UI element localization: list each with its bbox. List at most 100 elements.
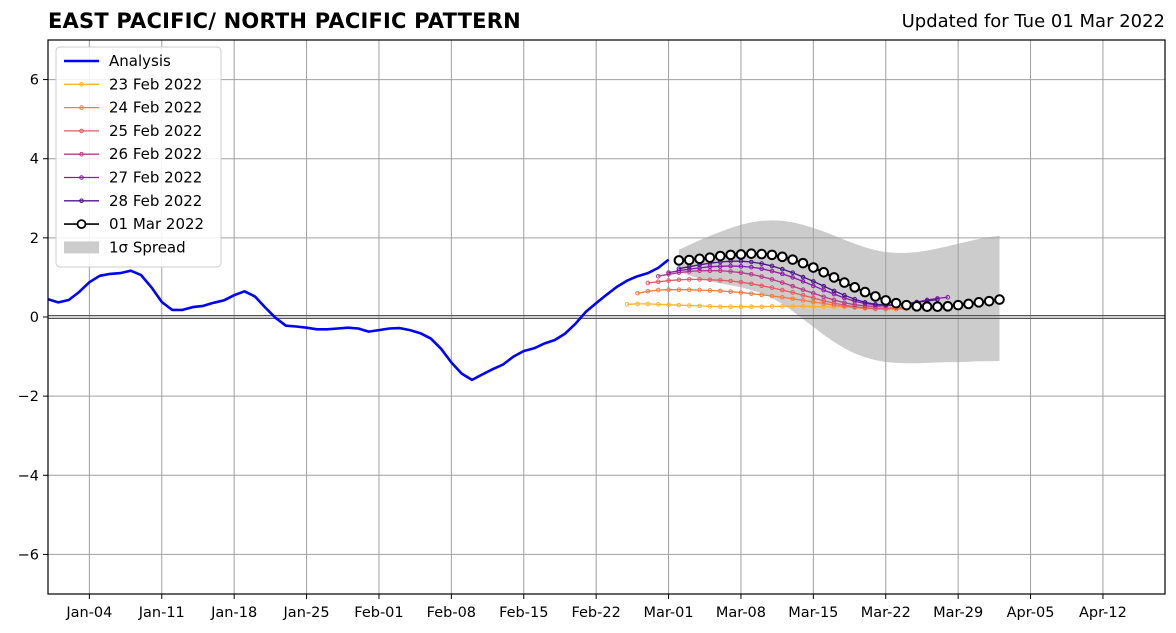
forecast-point bbox=[780, 287, 785, 293]
latest-forecast-point bbox=[901, 299, 912, 311]
forecast-point bbox=[811, 283, 816, 289]
forecast-point bbox=[842, 295, 847, 301]
forecast-point bbox=[686, 277, 692, 282]
x-tick-label: Feb-15 bbox=[499, 605, 548, 621]
forecast-point bbox=[759, 266, 764, 272]
legend-label: 27 Feb 2022 bbox=[109, 169, 202, 187]
forecast-point bbox=[821, 301, 826, 306]
chart-subtitle: Updated for Tue 01 Mar 2022 bbox=[901, 11, 1165, 32]
forecast-point bbox=[676, 268, 682, 274]
x-tick-label: Feb-22 bbox=[571, 605, 620, 621]
latest-forecast-point bbox=[818, 266, 829, 278]
forecast-point bbox=[790, 283, 795, 289]
legend-label: Analysis bbox=[109, 52, 171, 70]
forecast-point bbox=[738, 279, 744, 285]
forecast-point bbox=[811, 304, 816, 310]
tick-layer: Jan-04 Jan-11 Jan-18 Jan-25 Feb-01 Feb-08 Feb-… bbox=[18, 73, 1127, 621]
forecast-point bbox=[811, 279, 816, 284]
legend-label: 24 Feb 2022 bbox=[109, 99, 202, 117]
forecast-point bbox=[717, 268, 723, 274]
forecast-point bbox=[707, 277, 713, 283]
forecast-point bbox=[831, 288, 837, 294]
forecast-point bbox=[666, 278, 671, 283]
forecast-point bbox=[676, 277, 682, 283]
series-layer bbox=[47, 248, 1005, 382]
forecast-point bbox=[811, 290, 816, 296]
forecast-point bbox=[748, 281, 754, 287]
forecast-point bbox=[748, 304, 754, 310]
forecast-point bbox=[748, 259, 754, 265]
latest-forecast-point bbox=[952, 299, 964, 311]
latest-forecast-point bbox=[797, 257, 809, 269]
forecast-point bbox=[635, 290, 640, 296]
forecast-point bbox=[645, 301, 651, 307]
x-tick-label: Mar-22 bbox=[861, 605, 911, 621]
latest-forecast-point bbox=[725, 249, 736, 261]
forecast-point bbox=[759, 261, 764, 266]
x-tick-label: Jan-25 bbox=[283, 605, 330, 621]
latest-forecast-point bbox=[704, 252, 716, 263]
y-tick-label: 2 bbox=[30, 231, 39, 247]
forecast-point bbox=[759, 304, 764, 310]
forecast-point bbox=[686, 287, 692, 292]
legend-label: 01 Mar 2022 bbox=[109, 215, 204, 233]
forecast-point bbox=[655, 273, 661, 279]
forecast-point bbox=[707, 288, 713, 293]
forecast-point bbox=[635, 301, 640, 307]
forecast-point bbox=[728, 304, 733, 310]
forecast-point bbox=[666, 287, 671, 292]
x-tick-label: Jan-04 bbox=[65, 605, 112, 621]
forecast-point bbox=[697, 277, 702, 282]
legend-swatch-marker bbox=[76, 219, 87, 230]
latest-forecast-point bbox=[683, 254, 695, 266]
latest-forecast-point bbox=[932, 301, 943, 313]
forecast-point bbox=[717, 264, 723, 269]
forecast-point bbox=[759, 274, 764, 279]
latest-forecast-point bbox=[787, 254, 798, 265]
latest-forecast-point bbox=[942, 301, 954, 312]
forecast-point bbox=[717, 304, 723, 310]
forecast-point bbox=[748, 264, 754, 270]
latest-forecast-point bbox=[828, 272, 840, 283]
latest-forecast-point bbox=[859, 286, 871, 298]
latest-forecast-point bbox=[849, 282, 861, 293]
forecast-point bbox=[759, 283, 764, 289]
y-tick-label: −4 bbox=[18, 468, 39, 484]
latest-forecast-point bbox=[870, 291, 881, 302]
latest-forecast-point bbox=[735, 249, 747, 260]
legend-swatch-spread bbox=[64, 241, 99, 254]
forecast-point bbox=[655, 287, 661, 293]
latest-forecast-point bbox=[983, 295, 995, 307]
forecast-point bbox=[748, 291, 754, 296]
forecast-point bbox=[842, 300, 847, 306]
legend: Analysis 23 Feb 2022 24 Feb 2022 25 Feb 202… bbox=[55, 46, 222, 268]
latest-forecast-point bbox=[673, 255, 685, 266]
forecast-point bbox=[728, 263, 733, 269]
forecast-point bbox=[800, 298, 806, 303]
forecast-point bbox=[862, 300, 868, 305]
x-tick-label: Apr-05 bbox=[1007, 605, 1055, 621]
forecast-point bbox=[655, 302, 661, 307]
legend-label: 28 Feb 2022 bbox=[109, 192, 202, 210]
legend-swatch-marker bbox=[79, 175, 84, 180]
legend-swatch-marker bbox=[79, 198, 84, 204]
forecast-point bbox=[676, 302, 682, 308]
x-tick-label: Mar-29 bbox=[933, 605, 983, 621]
forecast-point bbox=[769, 293, 775, 299]
latest-forecast-point bbox=[973, 297, 985, 308]
forecast-point bbox=[821, 283, 826, 289]
forecast-point bbox=[800, 292, 806, 298]
latest-forecast-point bbox=[890, 297, 902, 309]
legend-swatch-marker bbox=[79, 151, 84, 157]
latest-forecast-point bbox=[777, 251, 788, 263]
latest-forecast-point bbox=[745, 248, 757, 259]
legend-label: 1σ Spread bbox=[109, 238, 186, 256]
x-tick-label: Feb-01 bbox=[354, 605, 403, 621]
chart-title: EAST PACIFIC/ NORTH PACIFIC PATTERN bbox=[48, 9, 521, 33]
forecast-point bbox=[780, 304, 785, 309]
latest-forecast-point bbox=[756, 248, 767, 260]
legend-swatch-marker bbox=[79, 128, 84, 134]
forecast-point bbox=[873, 302, 878, 307]
latest-forecast-point bbox=[921, 301, 933, 313]
